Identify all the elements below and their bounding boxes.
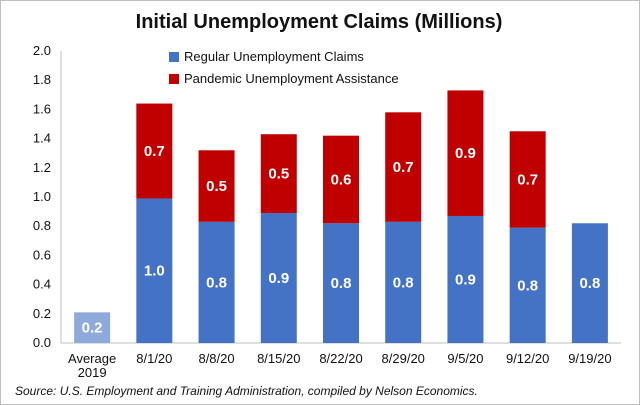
bar-regular-claims <box>571 223 608 343</box>
bar-regular-claims <box>74 312 111 343</box>
bars: 0.2 1.0 0.7 0.8 0.5 0.9 0.5 0.8 0.6 0.8 0.7 0.9 0.9 0… <box>74 90 608 343</box>
x-tick-label: 8/15/20 <box>257 351 300 366</box>
x-tick-label: 8/29/20 <box>382 351 425 366</box>
legend-entry: Pandemic Unemployment Assistance <box>184 71 399 86</box>
data-label: 0.9 <box>268 270 289 287</box>
bar-regular-claims <box>136 198 173 343</box>
bar-regular-claims <box>447 215 484 343</box>
data-label: 0.2 <box>82 320 103 337</box>
y-tick-label: 2.0 <box>33 43 51 58</box>
source-note: Source: U.S. Employment and Training Adm… <box>15 384 478 398</box>
bar-pandemic-assistance <box>509 131 546 228</box>
x-tick-label: 8/1/20 <box>136 351 172 366</box>
y-tick-label: 1.8 <box>33 72 51 87</box>
bar-regular-claims <box>198 221 235 343</box>
bar-pandemic-assistance <box>260 134 297 214</box>
y-tick-label: 1.2 <box>33 160 51 175</box>
bar-pandemic-assistance <box>323 135 359 224</box>
bar-pandemic-assistance <box>447 90 484 216</box>
bar-regular-claims <box>323 223 359 343</box>
legend-swatch <box>169 52 179 62</box>
x-tick-label: 8/8/20 <box>198 351 234 366</box>
x-tick-label: 9/12/20 <box>506 351 549 366</box>
data-label: 0.8 <box>393 274 414 291</box>
bar-pandemic-assistance <box>198 150 235 222</box>
bar-regular-claims <box>260 213 297 343</box>
data-label: 0.7 <box>517 171 538 188</box>
legend-entry: Regular Unemployment Claims <box>184 49 364 64</box>
data-label: 0.6 <box>331 171 352 188</box>
bar-regular-claims <box>385 221 422 343</box>
x-tick-label: 8/22/20 <box>319 351 362 366</box>
legend-swatch <box>169 74 179 84</box>
axes: 0.0 0.2 0.4 0.6 0.8 1.0 1.2 1.4 1.6 1.8 2.0 Average… <box>33 43 621 380</box>
bar-pandemic-assistance <box>136 103 173 199</box>
y-tick-label: 1.6 <box>33 101 51 116</box>
y-tick-label: 0.0 <box>33 335 51 350</box>
y-tick-label: 0.2 <box>33 306 51 321</box>
data-label: 0.9 <box>455 271 476 288</box>
bar-regular-claims <box>509 227 546 343</box>
data-label: 0.8 <box>579 275 600 292</box>
data-label: 0.8 <box>331 275 352 292</box>
data-label: 0.8 <box>517 277 538 294</box>
y-tick-label: 0.8 <box>33 218 51 233</box>
data-label: 1.0 <box>144 263 165 280</box>
data-label: 0.5 <box>268 166 289 183</box>
chart-title: Initial Unemployment Claims (Millions) <box>136 11 503 33</box>
bar-pandemic-assistance <box>385 112 422 222</box>
y-tick-label: 1.0 <box>33 189 51 204</box>
y-tick-label: 0.6 <box>33 247 51 262</box>
x-tick-label: 9/5/20 <box>447 351 483 366</box>
data-label: 0.7 <box>144 143 165 160</box>
legend: Regular Unemployment Claims Pandemic Unem… <box>169 49 399 86</box>
data-label: 0.7 <box>393 159 414 176</box>
y-tick-label: 0.4 <box>33 277 51 292</box>
data-label: 0.9 <box>455 145 476 162</box>
x-tick-label: 9/19/20 <box>568 351 611 366</box>
data-label: 0.8 <box>206 274 227 291</box>
x-tick-label: Average 2019 <box>68 351 116 380</box>
data-label: 0.5 <box>206 178 227 195</box>
y-tick-label: 1.4 <box>33 131 51 146</box>
